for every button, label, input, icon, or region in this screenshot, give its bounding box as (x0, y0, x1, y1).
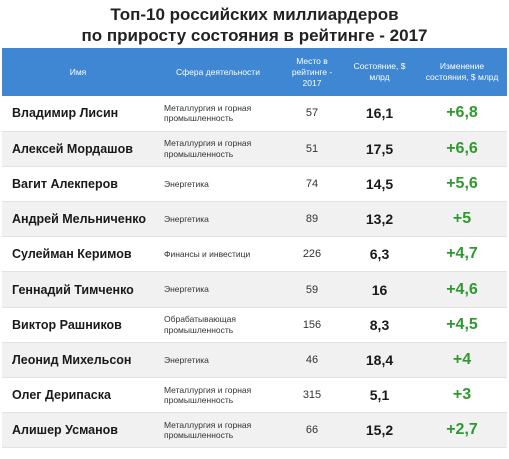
cell-change: +5 (452, 210, 472, 228)
cell-wealth: 13,2 (365, 211, 394, 228)
cell-name: Геннадий Тимченко (12, 282, 134, 297)
cell-name: Олег Дерипаска (12, 388, 111, 403)
table-row: Алишер Усманов Металлургия и горная промы… (2, 412, 507, 448)
cell-name: Вагит Алекперов (12, 176, 118, 191)
cell-wealth: 17,5 (365, 140, 394, 157)
cell-change: +4,6 (446, 280, 478, 298)
cell-wealth: 16,1 (365, 105, 394, 122)
cell-rank: 156 (302, 318, 322, 331)
table-row: Вагит Алекперов Энергетика 74 14,5 +5,6 (2, 166, 507, 202)
cell-rank: 57 (305, 107, 319, 120)
title-line-2: по приросту состояния в рейтинге - 2017 (81, 26, 428, 45)
cell-sphere: Энергетика (164, 354, 209, 365)
cell-rank: 74 (305, 177, 319, 190)
cell-sphere: Металлургия и горная промышленность (164, 419, 252, 441)
cell-sphere: Металлургия и горная промышленность (164, 138, 252, 159)
cell-change: +6,6 (446, 139, 478, 157)
cell-rank: 226 (302, 248, 322, 261)
table-header-row: Имя Сфера деятельности Место в рейтинге … (2, 48, 507, 96)
page-title: Топ-10 российских миллиардеров по прирос… (0, 4, 509, 48)
table-row: Леонид Михельсон Энергетика 46 18,4 +4 (2, 342, 507, 378)
billionaires-table: Имя Сфера деятельности Место в рейтинге … (2, 48, 507, 448)
cell-change: +3 (452, 386, 472, 404)
cell-sphere: Энергетика (164, 213, 209, 224)
cell-sphere: Металлургия и горная промышленность (164, 102, 252, 124)
cell-wealth: 5,1 (369, 387, 390, 404)
cell-sphere: Энергетика (164, 284, 209, 295)
cell-name: Леонид Михельсон (12, 352, 132, 367)
header-wealth: Состояние, $ млрд (342, 48, 417, 96)
table-row: Алексей Мордашов Металлургия и горная про… (2, 131, 507, 167)
cell-wealth: 15,2 (365, 422, 394, 439)
table-row: Сулейман Керимов Финансы и инвестици 226 6,… (2, 236, 507, 272)
cell-name: Алишер Усманов (12, 423, 118, 438)
header-name: Имя (2, 48, 154, 96)
cell-wealth: 16 (371, 281, 388, 298)
table-row: Геннадий Тимченко Энергетика 59 16 +4,6 (2, 271, 507, 308)
table-row: Владимир Лисин Металлургия и горная промы… (2, 96, 507, 132)
cell-change: +4,7 (446, 245, 478, 263)
header-sphere: Сфера деятельности (154, 48, 282, 96)
cell-change: +6,8 (446, 104, 478, 122)
cell-rank: 46 (305, 353, 319, 366)
cell-name: Алексей Мордашов (12, 141, 133, 156)
header-rank: Место в рейтинге - 2017 (282, 48, 342, 96)
cell-change: +2,7 (446, 421, 478, 439)
cell-rank: 315 (302, 389, 322, 402)
cell-change: +5,6 (446, 174, 478, 192)
cell-change: +4,5 (446, 315, 478, 333)
cell-rank: 51 (305, 142, 319, 155)
cell-wealth: 8,3 (369, 316, 390, 333)
cell-sphere: Металлургия и горная промышленность (164, 384, 252, 406)
table-row: Олег Дерипаска Металлургия и горная промы… (2, 377, 507, 413)
cell-wealth: 6,3 (369, 246, 390, 263)
cell-sphere: Финансы и инвестици (164, 249, 251, 260)
table-row: Виктор Рашников Обрабатывающая промышленн… (2, 307, 507, 343)
table-row: Андрей Мельниченко Энергетика 89 13,2 +5 (2, 201, 507, 237)
cell-name: Сулейман Керимов (12, 247, 132, 262)
cell-wealth: 14,5 (365, 175, 394, 192)
cell-sphere: Обрабатывающая промышленность (164, 314, 236, 335)
cell-name: Владимир Лисин (12, 106, 119, 121)
cell-change: +4 (452, 350, 472, 368)
cell-rank: 66 (305, 424, 319, 437)
header-change: Изменение состояния, $ млрд (417, 48, 507, 96)
cell-name: Андрей Мельниченко (12, 212, 146, 227)
cell-sphere: Энергетика (164, 178, 209, 189)
cell-name: Виктор Рашников (12, 317, 122, 332)
cell-rank: 89 (305, 213, 319, 226)
title-line-1: Топ-10 российских миллиардеров (110, 5, 399, 24)
cell-rank: 59 (305, 283, 319, 296)
cell-wealth: 18,4 (365, 351, 394, 368)
